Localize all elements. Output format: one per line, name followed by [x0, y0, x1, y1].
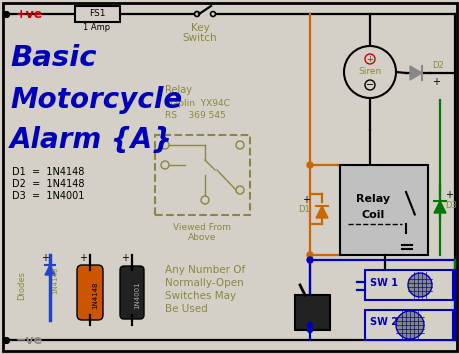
Polygon shape [409, 66, 421, 80]
Circle shape [210, 11, 215, 17]
Text: Siren: Siren [358, 68, 381, 76]
Text: Basic: Basic [10, 44, 96, 72]
Text: Relay: Relay [356, 194, 390, 204]
Text: D3: D3 [444, 200, 456, 210]
Text: +: + [302, 195, 309, 205]
Text: Alarm {A}: Alarm {A} [10, 126, 173, 154]
Circle shape [307, 327, 312, 332]
Circle shape [201, 196, 208, 204]
Bar [294, 295, 329, 330]
Circle shape [395, 311, 423, 339]
Polygon shape [315, 206, 327, 218]
Text: +ve: +ve [16, 7, 43, 21]
Bar [339, 165, 427, 255]
Circle shape [307, 322, 312, 327]
Text: D1  =  1N4148: D1 = 1N4148 [12, 167, 84, 177]
Text: Diodes: Diodes [17, 270, 27, 299]
Text: +: + [41, 253, 49, 263]
Text: Any Number Of: Any Number Of [165, 265, 245, 275]
Bar [364, 270, 452, 300]
Text: Coil: Coil [361, 210, 384, 219]
Text: Normally-Open: Normally-Open [165, 278, 243, 288]
Circle shape [364, 80, 374, 90]
Circle shape [161, 141, 168, 149]
Text: Be Used: Be Used [165, 304, 207, 314]
Text: Above: Above [188, 233, 216, 242]
Text: D3  =  1N4001: D3 = 1N4001 [12, 191, 84, 201]
Bar [155, 135, 249, 215]
Circle shape [343, 46, 395, 98]
Circle shape [235, 186, 243, 194]
FancyBboxPatch shape [120, 266, 144, 319]
Text: Key: Key [190, 23, 209, 33]
Text: 1N4001: 1N4001 [134, 281, 140, 309]
Circle shape [235, 141, 243, 149]
Polygon shape [45, 265, 55, 275]
Bar [75, 6, 120, 22]
Text: −ve: −ve [16, 333, 43, 347]
Circle shape [306, 162, 312, 168]
Text: 1 Amp: 1 Amp [83, 23, 110, 33]
Text: FS1: FS1 [89, 10, 105, 18]
Text: Switches May: Switches May [165, 291, 235, 301]
Circle shape [161, 161, 168, 169]
Text: −: − [365, 80, 373, 90]
Text: Relay: Relay [165, 85, 191, 95]
Text: D2  =  1N4148: D2 = 1N4148 [12, 179, 84, 189]
Text: 1N4148: 1N4148 [52, 266, 58, 294]
Text: +: + [444, 190, 452, 200]
Text: SW 2: SW 2 [369, 317, 397, 327]
Text: +: + [121, 253, 129, 263]
Text: SW 1: SW 1 [369, 278, 397, 288]
Text: D1: D1 [297, 206, 309, 215]
Text: +: + [431, 77, 439, 87]
Text: D2: D2 [431, 61, 443, 70]
Text: Viewed From: Viewed From [173, 223, 231, 232]
Circle shape [194, 11, 199, 17]
Text: RS    369 545: RS 369 545 [165, 112, 225, 120]
Text: +: + [79, 253, 87, 263]
Bar [364, 310, 452, 340]
Polygon shape [433, 201, 445, 213]
Text: Switch: Switch [182, 33, 217, 43]
Text: Maplin  YX94C: Maplin YX94C [165, 98, 230, 108]
Circle shape [364, 54, 374, 64]
Circle shape [407, 273, 431, 297]
FancyBboxPatch shape [77, 265, 103, 320]
Text: Motorcycle: Motorcycle [10, 86, 182, 114]
Text: 1N4148: 1N4148 [92, 281, 98, 309]
Circle shape [306, 257, 312, 263]
Text: +: + [366, 55, 373, 63]
Circle shape [306, 252, 312, 258]
